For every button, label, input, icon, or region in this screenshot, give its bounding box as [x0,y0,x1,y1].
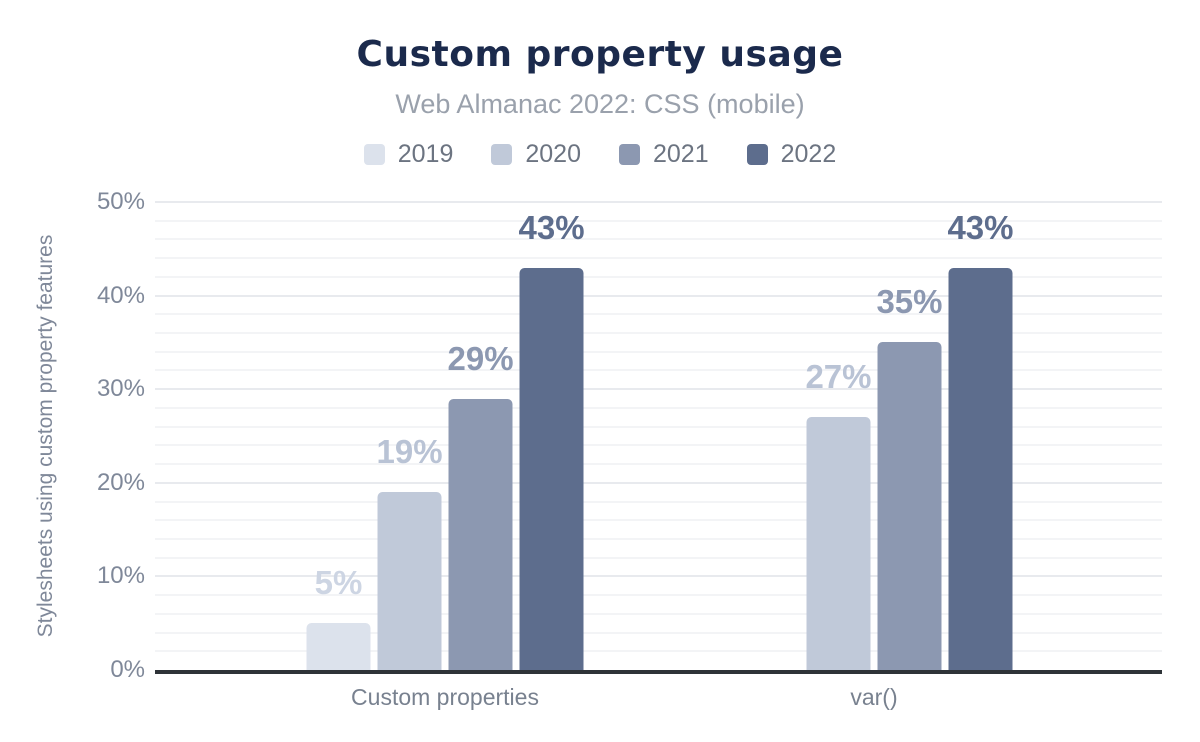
x-axis-line [155,670,1162,674]
minor-gridline [155,332,1162,335]
minor-gridline [155,219,1162,222]
legend-label: 2021 [653,140,709,168]
legend-label: 2020 [525,140,581,168]
minor-gridline [155,463,1162,466]
bar-value-label: 35% [876,283,943,321]
bar-custom-properties-2022: 43% [518,211,585,670]
bar-custom-properties-2021: 29% [447,342,514,670]
minor-gridline [155,406,1162,409]
legend-swatch-2020 [491,144,513,165]
bar-custom-properties-2020: 19% [376,435,443,670]
bar-value-label: 29% [447,339,514,377]
legend-label: 2022 [780,140,837,168]
minor-gridline [155,350,1162,353]
minor-gridline [155,537,1162,540]
minor-gridline [155,257,1162,260]
legend-swatch-2022 [746,144,768,165]
major-gridline [155,388,1162,391]
minor-gridline [155,444,1162,447]
bar-group-custom-properties: 5% 19% 29% 43% [306,211,585,670]
major-gridline [155,575,1162,578]
y-tick-20: 20% [96,468,145,496]
minor-gridline [155,313,1162,316]
y-axis-title: Stylesheets using custom property featur… [34,234,57,638]
legend: 2019 2020 2021 2022 [0,140,1200,169]
chart-subtitle: Web Almanac 2022: CSS (mobile) [395,89,805,119]
bar-value-label: 19% [376,433,443,471]
bar-value-label: 27% [805,358,872,396]
minor-gridline [155,500,1162,503]
category-label-var: var() [850,684,898,710]
legend-item-2020: 2020 [491,140,581,169]
major-gridline [155,481,1162,484]
legend-label: 2019 [397,140,454,168]
bar-var-2020: 27% [805,360,872,670]
legend-swatch-2019 [363,144,385,165]
bar-value-label: 5% [314,564,363,602]
minor-gridline [155,238,1162,241]
minor-gridline [155,369,1162,372]
minor-gridline [155,612,1162,615]
y-tick-50: 50% [96,188,145,215]
bar-var-2022: 43% [947,211,1014,670]
minor-gridline [155,556,1162,559]
minor-gridline [155,425,1162,428]
bar-group-var: 27% 35% 43% [735,211,1014,670]
minor-gridline [155,519,1162,522]
y-tick-30: 30% [96,375,145,403]
legend-swatch-2021 [619,144,640,165]
bar-value-label: 43% [518,208,585,246]
legend-item-2019: 2019 [363,140,454,169]
minor-gridline [155,631,1162,634]
bar-value-label: 43% [947,208,1014,246]
major-gridline [155,201,1162,203]
plot-area: 0% 10% 20% 30% 40% 50% 5% 19% 29% 43% Custom prope… [97,188,1162,710]
minor-gridline [155,275,1162,278]
y-tick-10: 10% [96,562,145,590]
minor-gridline [155,594,1162,597]
y-tick-0: 0% [110,656,145,683]
bar-var-2021: 35% [876,285,943,670]
legend-item-2021: 2021 [619,140,709,169]
bar-custom-properties-2019: 5% [306,566,371,670]
legend-item-2022: 2022 [746,140,837,169]
chart-title: Custom property usage [356,34,844,75]
major-gridline [155,294,1162,297]
category-label-custom-properties: Custom properties [351,684,539,710]
minor-gridline [155,650,1162,653]
y-tick-40: 40% [96,281,145,309]
